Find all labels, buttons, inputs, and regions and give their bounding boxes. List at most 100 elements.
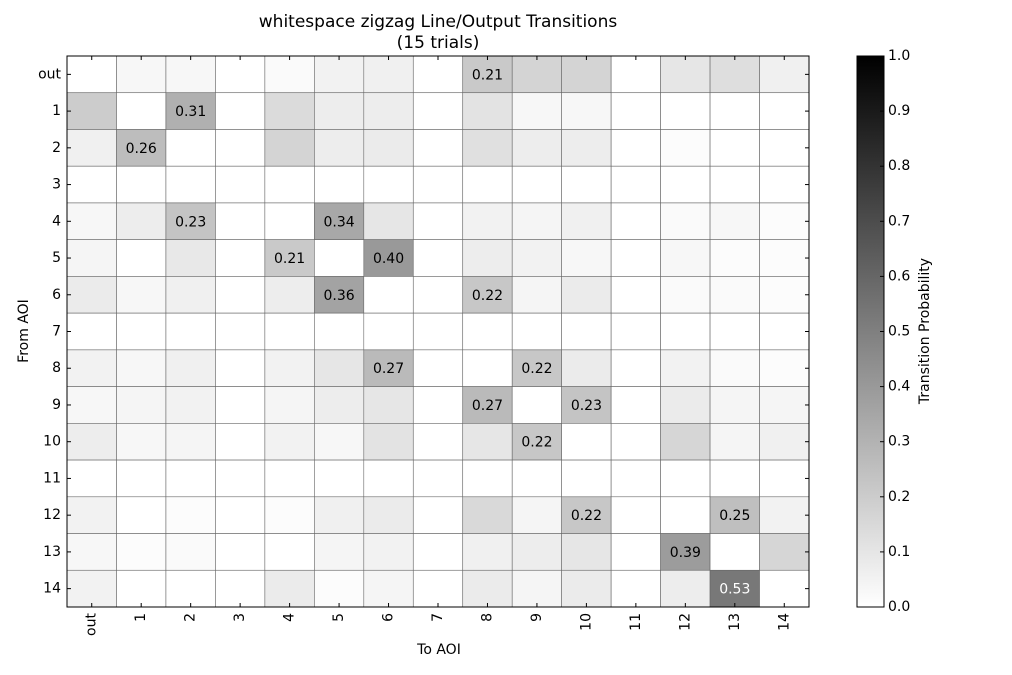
y-tick-label: 8: [52, 360, 61, 376]
heatmap-cell: [165, 569, 216, 608]
heatmap-cell: [116, 165, 167, 204]
heatmap-cell: [759, 92, 810, 130]
heatmap-cell: [660, 239, 711, 277]
heatmap-cell: [561, 569, 612, 608]
heatmap-cell: [264, 92, 315, 130]
heatmap-cell: [709, 386, 760, 424]
heatmap-cell: [412, 239, 464, 277]
heatmap-cell: [610, 92, 661, 130]
heatmap-cell: [462, 349, 513, 387]
heatmap-cell: [610, 165, 661, 204]
heatmap-cell: [363, 165, 414, 204]
y-tick-label: 4: [52, 213, 61, 229]
heatmap-cell: [264, 312, 315, 351]
heatmap-cell: [709, 129, 760, 167]
cell-label: 0.53: [719, 582, 750, 598]
heatmap-cell: [215, 496, 266, 534]
heatmap-cell: [759, 312, 810, 351]
heatmap-cell: [660, 386, 711, 424]
heatmap-cell: [759, 533, 810, 571]
heatmap-cell: [66, 276, 117, 314]
y-tick-label: 10: [43, 434, 61, 450]
heatmap-cell: [759, 423, 810, 461]
colorbar-tick-label: 1.0: [888, 48, 910, 64]
heatmap-cell: [165, 349, 216, 387]
cell-label: 0.27: [472, 398, 503, 414]
cell-label: 0.39: [670, 545, 701, 561]
heatmap-cell: [264, 533, 315, 571]
heatmap-cell: [462, 533, 513, 571]
cell-label: 0.22: [472, 288, 503, 304]
heatmap-cell: [363, 569, 414, 608]
heatmap-cell: [561, 239, 612, 277]
heatmap-cell: [412, 312, 464, 351]
x-tick-label: 9: [529, 613, 545, 622]
heatmap-cell: [363, 423, 414, 461]
y-tick-label: 6: [52, 287, 61, 303]
cell-label: 0.22: [521, 435, 552, 451]
heatmap-cell: [610, 533, 661, 571]
heatmap-cell: [215, 165, 266, 204]
heatmap-cell: [116, 92, 167, 130]
heatmap-cell: [215, 276, 266, 314]
heatmap-cell: [709, 569, 760, 608]
heatmap-cell: [264, 276, 315, 314]
heatmap-cell: [412, 165, 464, 204]
heatmap-cell: [116, 239, 167, 277]
heatmap-cell: [66, 129, 117, 167]
heatmap-cell: [511, 55, 562, 94]
heatmap-cell: [561, 129, 612, 167]
heatmap-cell: [363, 533, 414, 571]
heatmap-cell: [412, 55, 464, 94]
heatmap-cell: [314, 423, 365, 461]
heatmap-cell: [314, 129, 365, 167]
heatmap-cell: [561, 312, 612, 351]
heatmap-cell: [215, 569, 266, 608]
heatmap-cell: [759, 386, 810, 424]
heatmap-cell: [116, 55, 167, 94]
x-tick-label: 13: [727, 613, 743, 631]
heatmap-cell: [66, 202, 117, 240]
heatmap-cell: [165, 533, 216, 571]
heatmap-cell: [264, 129, 315, 167]
heatmap-cell: [462, 92, 513, 130]
heatmap-cell: [215, 349, 266, 387]
heatmap-cell: [759, 569, 810, 608]
heatmap-cell: [314, 55, 365, 94]
heatmap-cell: [314, 533, 365, 571]
colorbar-tick-label: 0.6: [888, 268, 910, 284]
heatmap-cell: [116, 569, 167, 608]
heatmap-cell: [759, 459, 810, 498]
heatmap-cell: [363, 312, 414, 351]
heatmap-cell: [511, 496, 562, 534]
heatmap-cell: [264, 55, 315, 94]
heatmap-cell: [561, 165, 612, 204]
heatmap-cell: [66, 312, 117, 351]
heatmap-cell: [66, 459, 117, 498]
heatmap-cell: [511, 239, 562, 277]
heatmap-cell: [561, 55, 612, 94]
heatmap-cell: [264, 459, 315, 498]
heatmap-cell: [462, 569, 513, 608]
heatmap-cell: [66, 165, 117, 204]
heatmap-cell: [215, 533, 266, 571]
heatmap-cell: [709, 165, 760, 204]
y-tick-label: 14: [43, 581, 61, 597]
heatmap-cell: [116, 276, 167, 314]
heatmap-cell: [709, 349, 760, 387]
heatmap-cell: [215, 459, 266, 498]
cell-label: 0.40: [373, 251, 404, 267]
heatmap-cell: [215, 55, 266, 94]
x-tick-label: 1: [133, 613, 149, 622]
x-tick-label: 14: [776, 613, 792, 631]
heatmap-cell: [511, 459, 562, 498]
heatmap-cell: [264, 496, 315, 534]
chart-title: whitespace zigzag Line/Output Transition…: [259, 12, 618, 32]
chart-subtitle: (15 trials): [397, 33, 480, 53]
y-tick-label: out: [38, 66, 61, 82]
heatmap-cell: [116, 349, 167, 387]
heatmap-cell: [511, 276, 562, 314]
heatmap-cell: [165, 276, 216, 314]
heatmap-cell: [165, 386, 216, 424]
heatmap-cell: [116, 496, 167, 534]
